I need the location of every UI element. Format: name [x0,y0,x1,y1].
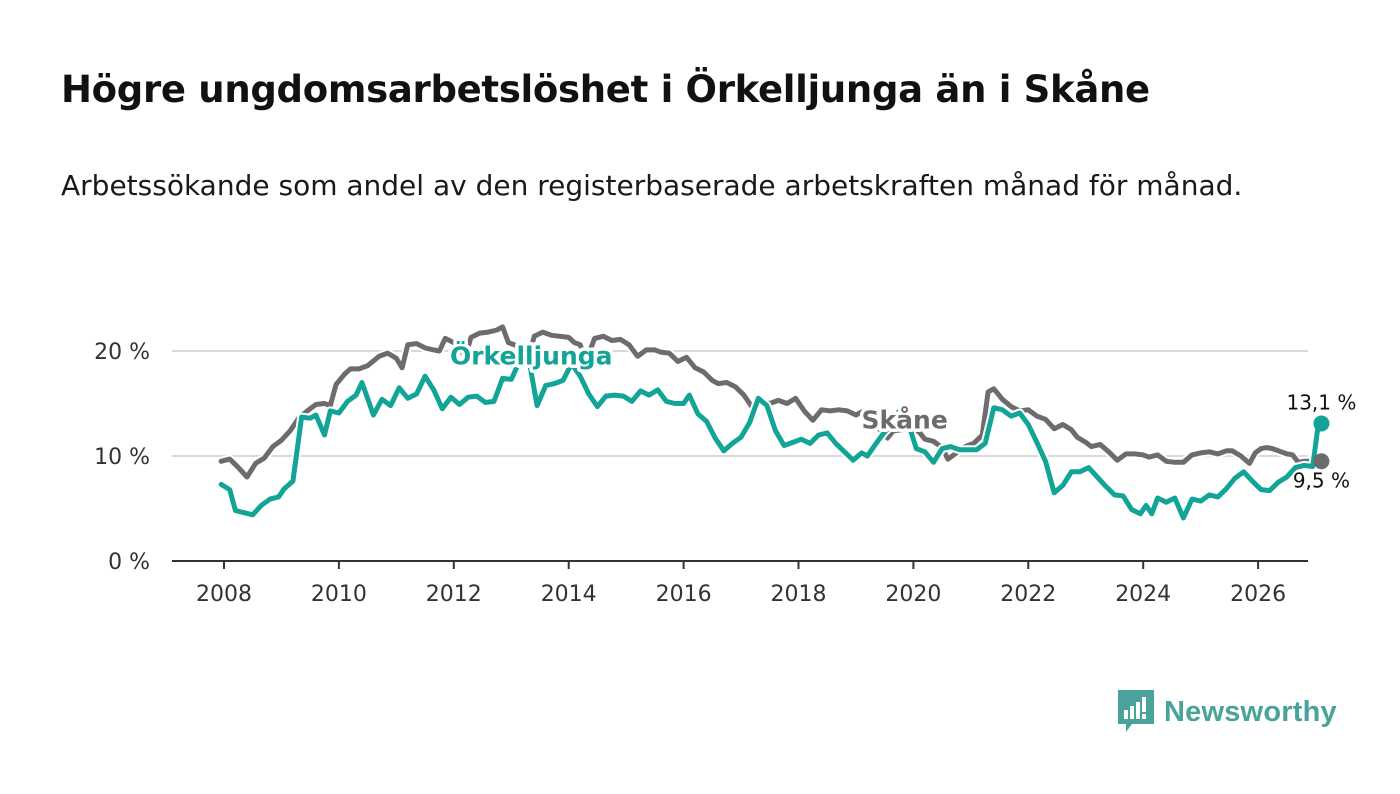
y-tick-label: 0 % [108,550,150,575]
chart-title: Högre ungdomsarbetslöshet i Örkelljunga … [61,68,1150,111]
series-label-skane: Skåne [862,406,948,435]
x-tick-label: 2016 [656,582,712,607]
y-tick-label: 10 % [94,445,150,470]
end-label-skane: 9,5 % [1293,468,1350,492]
x-tick-label: 2024 [1115,582,1171,607]
x-tick-label: 2026 [1230,582,1286,607]
end-label-orkelljunga: 13,1 % [1286,390,1356,414]
series-line-orkelljunga [218,354,1321,521]
x-tick-label: 2014 [541,582,597,607]
x-tick-label: 2018 [771,582,827,607]
series-label-orkelljunga: Örkelljunga [450,341,613,371]
brand-name: Newsworthy [1164,695,1337,728]
x-tick-label: 2012 [426,582,482,607]
series-halo [216,352,1323,523]
x-tick-label: 2008 [196,582,252,607]
x-tick-label: 2022 [1000,582,1056,607]
y-tick-label: 20 % [94,340,150,365]
x-tick-label: 2010 [311,582,367,607]
newsworthy-logo: Newsworthy [1118,690,1337,734]
chart-subtitle: Arbetssökande som andel av den registerb… [61,169,1243,202]
x-tick-label: 2020 [885,582,941,607]
newsworthy-logo-icon [1118,690,1154,732]
end-marker-skane [1313,453,1330,470]
end-marker-orkelljunga [1313,415,1330,432]
